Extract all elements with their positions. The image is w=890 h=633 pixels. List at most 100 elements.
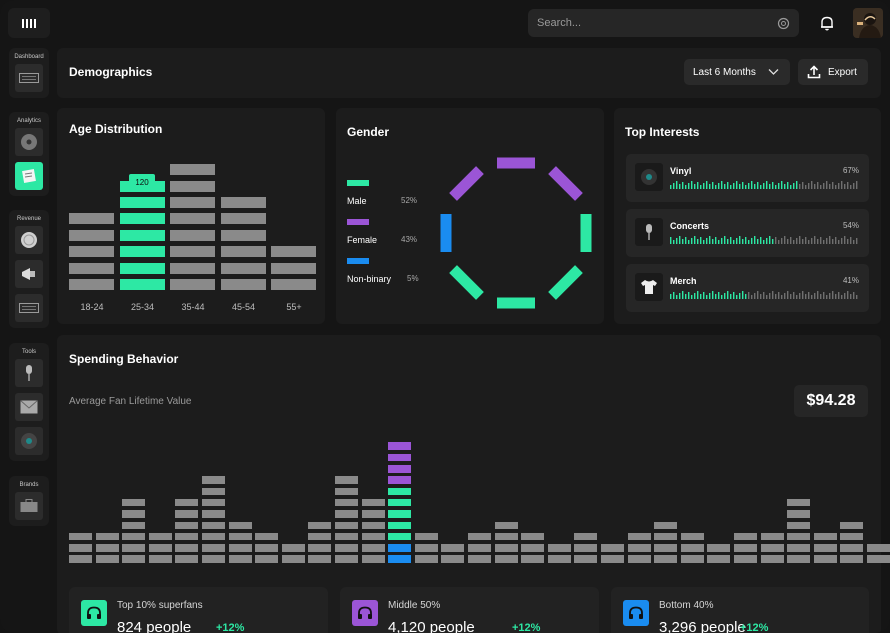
gender-legend-name: Male (347, 196, 367, 206)
bell-icon[interactable] (818, 14, 836, 32)
fan-tier-count: 824 people (117, 619, 192, 633)
spending-bar-segment (787, 555, 811, 563)
spending-bar-segment (734, 544, 757, 552)
spending-bar-segment (228, 532, 252, 541)
spending-bar-segment (335, 510, 358, 518)
age-bar-segment (271, 279, 316, 290)
age-distribution-title: Age Distribution (69, 122, 163, 136)
spending-bar-segment (308, 555, 332, 563)
age-bar-segment (69, 213, 114, 225)
date-range-select[interactable]: Last 6 Months (684, 59, 790, 85)
spending-bar-segment (574, 544, 598, 552)
age-bar-segment (170, 164, 215, 176)
sidebar-item-keyboard[interactable] (15, 64, 43, 92)
coin-icon (20, 231, 38, 249)
spending-bar-segment (760, 544, 784, 552)
spending-bar-segment (787, 498, 811, 507)
spending-bar-segment (680, 544, 704, 552)
age-bar-segment (220, 213, 266, 225)
spending-bar-segment (680, 532, 704, 541)
spending-bar-segment (95, 544, 119, 552)
sidebar-item-microphone[interactable] (15, 359, 43, 387)
sidebar-item-record[interactable] (15, 427, 43, 455)
age-bar-segment (119, 197, 165, 208)
fan-tier-card[interactable]: Middle 50% 4,120 people +12% (340, 587, 599, 633)
search-bar[interactable] (528, 9, 799, 37)
age-bucket-label: 45-54 (231, 302, 256, 312)
export-label: Export (828, 66, 857, 78)
megaphone-icon (20, 265, 38, 283)
search-icon[interactable] (777, 17, 790, 30)
interest-name: Merch (670, 276, 697, 286)
age-bar-segment (220, 229, 266, 241)
interest-card[interactable]: Vinyl 67% (626, 154, 869, 202)
search-input[interactable] (537, 17, 777, 29)
gender-legend-name: Non-binary (347, 274, 392, 284)
spending-bar-segment (521, 555, 545, 563)
headphones-icon (81, 600, 107, 626)
fan-tier-card[interactable]: Top 10% superfans 824 people +12% (69, 587, 328, 633)
lifetime-value-label: Average Fan Lifetime Value (69, 396, 192, 407)
spending-bar-segment (148, 544, 172, 552)
age-bar-segment (170, 229, 215, 241)
spending-bar-segment (69, 532, 92, 541)
fan-tier-change: +12% (512, 622, 541, 633)
interest-progress-wave (670, 236, 858, 244)
spending-bar-segment (202, 555, 225, 563)
spending-bar-segment (361, 555, 385, 563)
age-bar-segment (119, 229, 165, 241)
sidebar-group-analytics: Analytics (9, 112, 49, 196)
logo-bars-icon (22, 18, 36, 28)
sidebar-item-coin[interactable] (15, 226, 43, 254)
spending-bar-segment (202, 544, 225, 552)
spending-bar-segment (414, 555, 438, 563)
spending-bar-segment (95, 555, 119, 563)
spending-bar-segment (547, 555, 571, 563)
spending-bar-segment (122, 544, 146, 552)
sidebar-group-label: Tools (21, 349, 36, 355)
spending-bar-segment (148, 532, 172, 541)
spending-bar-segment (627, 555, 651, 563)
sidebar-item-keyboard[interactable] (15, 294, 43, 322)
sidebar-item-notes[interactable] (15, 162, 43, 190)
spending-bar-segment (494, 521, 518, 530)
interest-progress-wave (670, 291, 858, 299)
spending-bar-segment (813, 555, 837, 563)
gender-ring-segment (548, 166, 583, 201)
age-highlight-badge: 120 (129, 174, 155, 191)
briefcase-icon (20, 499, 38, 513)
sidebar-item-vinyl[interactable] (15, 128, 43, 156)
spending-bar-segment (202, 510, 225, 518)
sidebar-item-megaphone[interactable] (15, 260, 43, 288)
spending-bar-segment (122, 532, 146, 541)
spending-bar-segment (654, 521, 678, 530)
spending-bar-segment (361, 532, 385, 541)
interest-card[interactable]: Concerts 54% (626, 209, 869, 257)
spending-bar-segment (255, 532, 279, 541)
age-bar-segment (69, 229, 114, 241)
sidebar-group-label: Brands (19, 482, 39, 488)
spending-bar-segment (175, 532, 199, 541)
sidebar-item-envelope[interactable] (15, 393, 43, 421)
spending-bar-segment (627, 544, 651, 552)
spending-bar-segment (840, 544, 864, 552)
gender-ring-segment (497, 297, 535, 309)
interest-card[interactable]: Merch 41% (626, 264, 869, 312)
spending-bar-segment (574, 555, 598, 563)
export-button[interactable]: Export (798, 59, 868, 85)
sidebar-group-label: Analytics (16, 118, 41, 124)
spending-bar-segment (308, 532, 332, 541)
top-interests-title: Top Interests (625, 125, 700, 139)
avatar[interactable] (853, 8, 883, 38)
sidebar-item-briefcase[interactable] (15, 492, 43, 520)
spending-bar-segment (468, 544, 491, 552)
fan-tier-card[interactable]: Bottom 40% 3,296 people +12% (611, 587, 869, 633)
headphones-icon (623, 600, 649, 626)
spending-bar-segment (414, 532, 438, 541)
spending-bar-segment (468, 532, 491, 541)
gender-legend-swatch (347, 180, 369, 186)
spending-bar-segment (388, 442, 412, 450)
spending-bar-segment (388, 555, 412, 563)
age-bar-segment (170, 262, 215, 274)
logo-button[interactable] (8, 8, 50, 38)
